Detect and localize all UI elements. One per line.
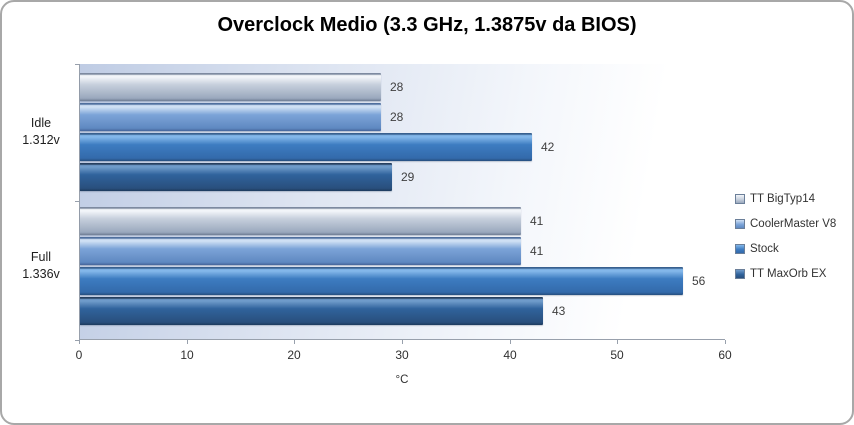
x-tick-label: 40 [503,348,517,362]
data-label: 43 [552,304,566,318]
legend-label: TT MaxOrb EX [750,267,827,280]
x-tick-label: 60 [718,348,732,362]
chart-title: Overclock Medio (3.3 GHz, 1.3875v da BIO… [217,14,637,36]
data-label: 28 [390,110,404,124]
y-tick-mark [75,201,79,202]
bar-tt-bigtyp14 [80,207,521,235]
data-label: 56 [692,274,706,288]
x-tick-mark [617,340,618,344]
x-tick-mark [79,340,80,344]
legend-swatch-icon [735,268,745,279]
y-tick-mark [75,340,79,341]
data-label: 41 [530,214,544,228]
x-tick-mark [510,340,511,344]
x-tick-label: 10 [180,348,194,362]
plot-area: 28 28 42 29 41 41 56 43 [79,64,725,340]
x-tick-mark [725,340,726,344]
legend-item-stock: Stock [735,236,852,261]
x-tick-label: 50 [610,348,624,362]
bar-tt-maxorb-ex [80,163,392,191]
legend-label: CoolerMaster V8 [750,217,837,230]
bar-tt-maxorb-ex [80,297,543,325]
legend: TT BigTyp14 CoolerMaster V8 Stock TT MaxOrb… [735,186,852,286]
legend-swatch-icon [735,243,745,254]
data-label: 41 [530,244,544,258]
x-tick-label: 20 [287,348,301,362]
data-label: 28 [390,80,404,94]
data-label: 42 [541,140,555,154]
x-tick-label: 30 [395,348,409,362]
bar-coolermaster-v8 [80,237,521,265]
x-tick-label: 0 [75,348,83,362]
legend-item-tt-bigtyp14: TT BigTyp14 [735,186,852,211]
category-label-full: Full 1.336v [22,250,60,281]
legend-label: Stock [750,242,779,255]
legend-swatch-icon [735,218,745,229]
legend-item-coolermaster-v8: CoolerMaster V8 [735,211,852,236]
bar-tt-bigtyp14 [80,73,381,101]
x-tick-mark [187,340,188,344]
x-tick-mark [294,340,295,344]
legend-label: TT BigTyp14 [750,192,815,205]
x-tick-mark [402,340,403,344]
x-axis-title: °C [395,374,409,386]
bar-stock [80,267,683,295]
bar-coolermaster-v8 [80,103,381,131]
y-tick-mark [75,64,79,65]
legend-swatch-icon [735,193,745,204]
legend-item-tt-maxorb-ex: TT MaxOrb EX [735,261,852,286]
category-label-idle: Idle 1.312v [22,116,60,147]
data-label: 29 [401,170,415,184]
bar-stock [80,133,532,161]
